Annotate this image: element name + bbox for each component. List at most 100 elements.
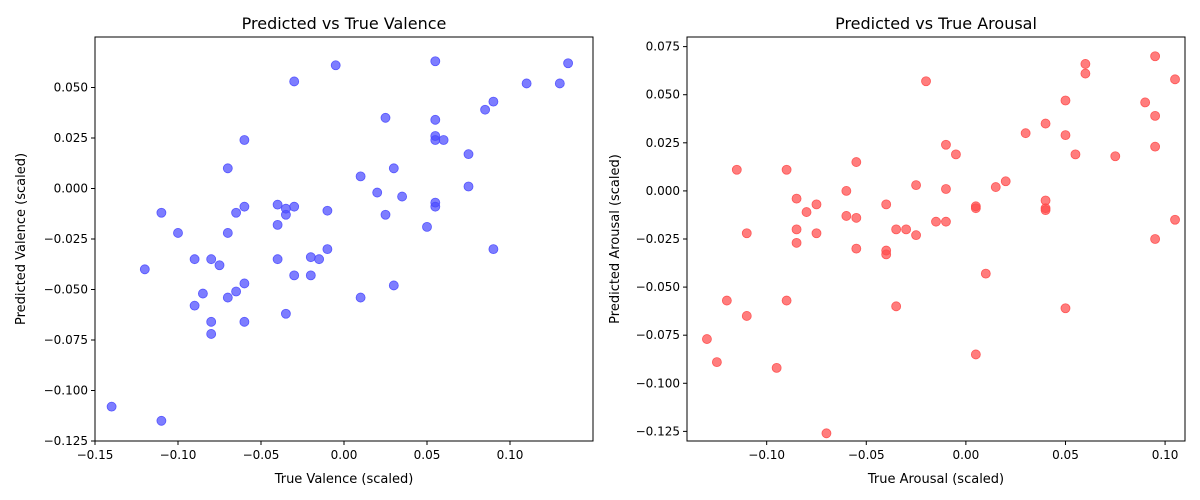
valence-x-tick-label: 0.10	[497, 448, 524, 462]
arousal-x-tick-label: 0.00	[953, 448, 980, 462]
arousal-data-point	[1000, 176, 1011, 187]
valence-data-point	[355, 171, 366, 182]
arousal-y-tick-label: 0.000	[646, 184, 680, 198]
valence-x-axis-label: True Valence (scaled)	[274, 472, 414, 487]
valence-data-point	[239, 201, 250, 212]
valence-data-point	[156, 207, 167, 218]
valence-data-point	[239, 135, 250, 145]
valence-y-tick-label: −0.100	[44, 384, 88, 398]
arousal-data-point	[1040, 118, 1051, 129]
valence-data-point	[173, 228, 183, 238]
valence-x-tick-label: −0.15	[77, 448, 114, 462]
arousal-data-point	[1150, 141, 1161, 152]
valence-data-point	[189, 254, 200, 265]
arousal-data-point	[1060, 95, 1071, 106]
valence-data-point	[438, 135, 449, 145]
valence-x-tick-label: −0.05	[243, 448, 280, 462]
arousal-x-axis-label: True Arousal (scaled)	[867, 472, 1004, 487]
arousal-chart-title: Predicted vs True Arousal	[835, 14, 1037, 33]
valence-data-point	[322, 244, 333, 255]
arousal-data-point	[1070, 149, 1081, 160]
valence-data-point	[480, 104, 491, 115]
arousal-data-point	[851, 243, 862, 254]
valence-data-point	[563, 58, 573, 69]
arousal-data-point	[791, 237, 802, 248]
arousal-data-point	[791, 224, 802, 235]
arousal-data-point	[970, 203, 981, 214]
valence-x-tick-label: 0.05	[414, 448, 441, 462]
valence-data-point	[206, 329, 217, 339]
arousal-data-point	[771, 362, 782, 373]
arousal-x-tick-label: −0.10	[748, 448, 785, 462]
arousal-data-point	[881, 199, 892, 210]
arousal-data-point	[911, 230, 921, 241]
arousal-data-point	[811, 199, 822, 210]
arousal-data-point	[901, 224, 912, 235]
valence-data-point	[463, 181, 474, 192]
valence-data-point	[222, 292, 233, 303]
arousal-data-point	[781, 295, 792, 306]
arousal-data-point	[731, 164, 742, 175]
valence-data-point	[189, 300, 200, 311]
valence-data-point	[305, 252, 316, 263]
valence-data-point	[222, 163, 233, 174]
arousal-data-point	[851, 157, 862, 167]
arousal-data-point	[851, 212, 862, 223]
valence-data-point	[372, 187, 383, 198]
valence-data-point	[206, 316, 217, 327]
arousal-data-point	[1110, 151, 1121, 162]
valence-y-tick-label: −0.075	[44, 333, 88, 347]
valence-data-point	[231, 207, 242, 218]
arousal-data-point	[801, 207, 812, 217]
valence-data-point	[430, 56, 441, 67]
arousal-data-point	[841, 186, 852, 196]
arousal-data-point	[1170, 214, 1180, 225]
arousal-y-tick-label: −0.050	[636, 280, 680, 294]
valence-data-point	[239, 278, 250, 289]
arousal-y-tick-label: 0.025	[646, 136, 680, 150]
valence-data-point	[197, 288, 208, 299]
arousal-data-point	[1150, 110, 1161, 121]
valence-plot-frame	[94, 36, 594, 442]
valence-y-ticks: −0.125 −0.100 −0.075 −0.050 −0.025 0.000 0.025…	[44, 81, 95, 448]
arousal-x-ticks: −0.10 −0.05 0.00 0.05 0.10	[748, 441, 1178, 462]
valence-y-tick-label: 0.050	[54, 81, 88, 95]
valence-data-point	[430, 135, 441, 145]
arousal-x-tick-label: −0.05	[848, 448, 885, 462]
valence-data-point	[330, 60, 341, 71]
valence-y-tick-label: −0.050	[44, 283, 88, 297]
valence-data-point	[139, 264, 150, 275]
valence-data-point	[231, 286, 242, 297]
arousal-data-point	[1040, 205, 1051, 216]
arousal-data-point	[791, 193, 802, 204]
valence-data-point	[280, 209, 291, 220]
arousal-data-point	[931, 216, 941, 227]
arousal-data-point	[811, 228, 822, 239]
arousal-points	[702, 51, 1180, 439]
arousal-data-point	[1020, 128, 1031, 139]
arousal-data-point	[941, 184, 951, 194]
arousal-y-tick-label: −0.025	[636, 232, 680, 246]
valence-data-point	[488, 96, 499, 107]
arousal-data-point	[951, 149, 961, 160]
valence-data-point	[380, 112, 391, 123]
valence-data-point	[388, 280, 399, 291]
valence-data-point	[272, 254, 283, 265]
arousal-data-point	[891, 301, 902, 312]
valence-y-tick-label: 0.000	[54, 182, 88, 196]
arousal-data-point	[721, 295, 732, 306]
arousal-data-point	[741, 228, 752, 239]
arousal-data-point	[1080, 68, 1091, 79]
arousal-y-axis-label: Predicted Arousal (scaled)	[608, 154, 623, 324]
arousal-data-point	[911, 180, 921, 191]
arousal-data-point	[1150, 51, 1161, 62]
arousal-x-tick-label: 0.10	[1152, 448, 1179, 462]
valence-y-tick-label: 0.025	[54, 131, 88, 145]
arousal-data-point	[1140, 97, 1151, 108]
arousal-data-point	[841, 211, 852, 221]
arousal-data-point	[741, 311, 752, 321]
valence-data-point	[280, 308, 291, 319]
arousal-y-tick-label: 0.075	[646, 40, 680, 54]
valence-data-point	[272, 199, 283, 210]
